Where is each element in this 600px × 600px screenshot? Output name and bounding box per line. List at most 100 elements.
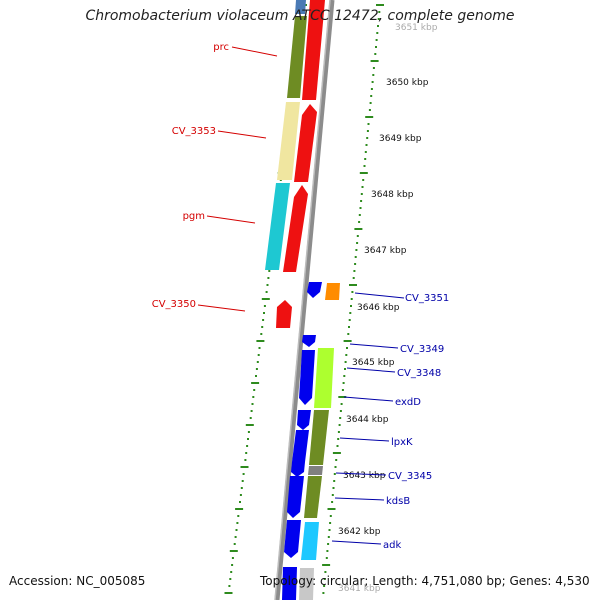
tick-mark-right	[364, 158, 367, 160]
scale-label: 3651 kbp	[395, 23, 438, 33]
scale-label: 3648 kbp	[371, 190, 414, 200]
tick-mark-left	[255, 375, 257, 377]
tick-mark-left	[240, 466, 249, 468]
tick-mark-left	[245, 452, 248, 454]
tick-mark-right	[331, 501, 334, 503]
gene-block-pgm	[265, 183, 290, 270]
gene-label-exdd: exdD	[395, 397, 421, 408]
tick-mark-right	[339, 410, 342, 412]
tick-mark-left	[251, 403, 254, 405]
gene-block-cv3345	[308, 466, 323, 475]
tick-mark-right	[339, 417, 342, 419]
tick-mark-right	[345, 354, 348, 356]
tick-mark-left	[256, 340, 265, 342]
tick-mark-left	[267, 277, 270, 279]
tick-mark-right	[334, 466, 337, 468]
tick-mark-right	[368, 109, 371, 111]
leader-line	[197, 304, 246, 312]
tick-mark-left	[249, 417, 252, 419]
leader-line	[349, 343, 399, 349]
tick-mark-left	[246, 445, 249, 447]
tick-mark-right	[376, 4, 384, 6]
tick-mark-left	[265, 291, 268, 293]
leader-line	[206, 215, 256, 224]
gene-arrow-blue-4	[292, 430, 309, 468]
tick-mark-left	[235, 508, 244, 510]
scale-labels: 3651 kbp 3650 kbp 3649 kbp 3648 kbp 3647…	[338, 23, 438, 594]
leader-line	[217, 130, 267, 139]
tick-mark-left	[224, 592, 233, 594]
tick-mark-right	[326, 550, 329, 552]
tick-mark-left	[250, 410, 253, 412]
tick-mark-right	[369, 102, 372, 104]
tick-mark-right	[346, 347, 348, 349]
reverse-strand-features	[284, 282, 340, 600]
tick-mark-right	[336, 445, 339, 447]
tick-mark-left	[228, 585, 231, 587]
tick-mark-left	[230, 571, 233, 573]
tick-mark-right	[366, 137, 369, 139]
tick-mark-right	[361, 186, 364, 188]
tick-mark-left	[266, 284, 269, 286]
tick-mark-right	[327, 508, 336, 510]
tick-mark-left	[255, 368, 258, 370]
tick-mark-right	[354, 263, 357, 265]
tick-mark-left	[231, 557, 234, 559]
tick-mark-right	[322, 564, 331, 566]
tick-mark-right	[349, 284, 357, 286]
tick-mark-right	[372, 74, 375, 76]
tick-mark-right	[360, 193, 363, 195]
tick-mark-right	[355, 249, 358, 251]
tick-mark-left	[229, 550, 238, 552]
accession-label: Accession: NC_005085	[9, 574, 146, 588]
gene-arrow-blue-7	[284, 520, 301, 558]
tick-mark-right	[341, 389, 344, 391]
tick-mark-left	[231, 564, 234, 566]
tick-mark-left	[252, 396, 255, 398]
gene-block-kdsb	[304, 476, 322, 518]
gene-block-bottom-blue	[282, 567, 297, 600]
gene-block-bottom-gray	[299, 568, 314, 600]
tick-mark-left	[268, 270, 271, 272]
tick-mark-right	[376, 32, 379, 34]
tick-mark-left	[260, 333, 263, 335]
tick-mark-right	[370, 95, 373, 97]
tick-mark-right	[344, 368, 346, 370]
leader-line	[331, 540, 382, 545]
tick-mark-right	[344, 361, 347, 363]
gene-block-cv3353	[277, 102, 300, 180]
tick-mark-right	[327, 536, 330, 538]
gene-arrow-blue-cv3351	[307, 282, 322, 298]
tick-mark-right	[348, 326, 350, 328]
tick-mark-right	[350, 305, 352, 307]
tick-mark-left	[247, 438, 249, 440]
leader-line	[354, 292, 405, 299]
tick-mark-left	[245, 424, 254, 426]
gene-block-adk	[301, 522, 319, 560]
genome-backbone	[274, 0, 335, 600]
leader-line	[339, 437, 390, 442]
tick-mark-right	[366, 130, 369, 132]
gene-block-cv3350	[276, 300, 292, 328]
gene-block-cv3348	[314, 348, 334, 408]
tick-mark-left	[229, 578, 232, 580]
tick-mark-right	[350, 298, 353, 300]
gene-label-cv3345: CV_3345	[388, 471, 432, 482]
gene-label-cv3349: CV_3349	[400, 344, 444, 355]
tick-mark-left	[241, 480, 244, 482]
tick-mark-right	[378, 11, 381, 13]
tick-mark-right	[365, 116, 374, 118]
genome-backbone-highlight	[274, 0, 331, 600]
gene-label-cv3350: CV_3350	[152, 299, 196, 310]
tick-mark-right	[343, 340, 352, 342]
tick-mark-left	[251, 382, 260, 384]
tick-mark-right	[375, 39, 378, 41]
gene-arrow-blue-3	[297, 410, 311, 430]
left-gene-labels: prc CV_3353 pgm CV_3350	[152, 42, 278, 312]
right-gene-labels: CV_3351 CV_3349 CV_3348 exdD lpxK CV_334…	[331, 292, 449, 551]
tick-mark-right	[354, 228, 363, 230]
scale-label: 3645 kbp	[352, 358, 395, 368]
gene-block-exdd-lpxk	[309, 410, 329, 465]
tick-mark-right	[364, 151, 367, 153]
